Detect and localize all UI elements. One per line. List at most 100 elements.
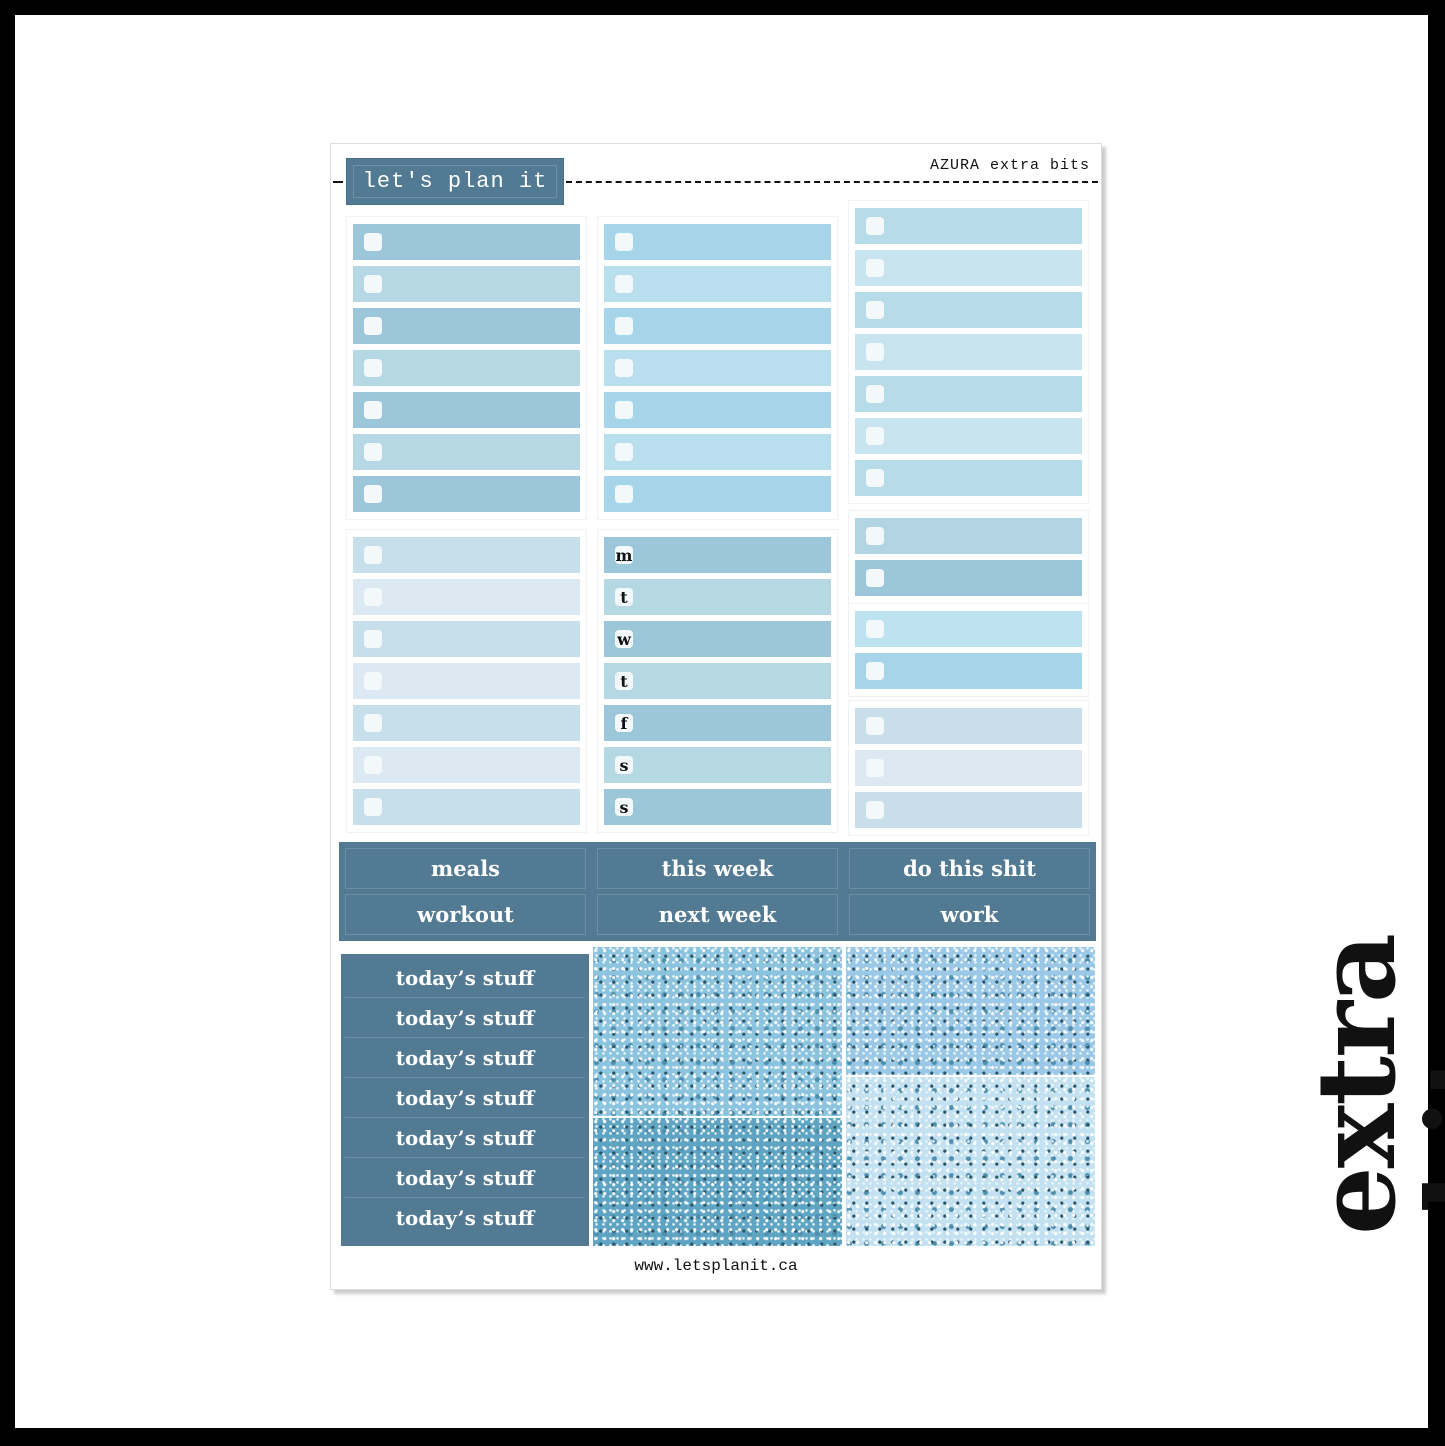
checkbox-icon <box>364 401 382 419</box>
todays-stuff-label[interactable]: today’s stuff <box>395 1206 535 1230</box>
todays-stuff-label[interactable]: today’s stuff <box>345 958 585 998</box>
checklist-row-sticker[interactable]: w <box>604 621 831 657</box>
checkbox-icon <box>615 401 633 419</box>
checkbox-icon <box>866 801 884 819</box>
checklist-row-sticker[interactable] <box>855 750 1082 786</box>
checklist-row-sticker[interactable]: s <box>604 789 831 825</box>
checkbox-icon <box>615 275 633 293</box>
todays-stuff-label[interactable]: today’s stuff <box>345 1078 585 1118</box>
todays-stuff-label[interactable]: today’s stuff <box>345 1118 585 1158</box>
checklist-row-sticker[interactable] <box>604 308 831 344</box>
header-tab: let's plan it <box>346 158 564 205</box>
checklist-row-sticker[interactable] <box>353 308 580 344</box>
checklist-row-sticker[interactable] <box>604 476 831 512</box>
sheet-title: AZURA extra bits <box>929 157 1090 174</box>
checkbox-icon <box>866 259 884 277</box>
checklist-row-sticker[interactable] <box>353 434 580 470</box>
checkbox-icon <box>364 630 382 648</box>
footer-url: www.letsplanit.ca <box>634 1257 798 1275</box>
checklist-row-sticker[interactable] <box>353 579 580 615</box>
label-sticker[interactable]: meals <box>345 848 586 889</box>
label-sticker[interactable]: work <box>849 894 1090 935</box>
checklist-row-sticker[interactable] <box>855 518 1082 554</box>
checklist-row-sticker[interactable] <box>353 705 580 741</box>
glitter-sticker[interactable] <box>846 1077 1095 1246</box>
checklist-row-sticker[interactable] <box>604 434 831 470</box>
checklist-row-sticker[interactable] <box>855 560 1082 596</box>
label-sticker[interactable]: this week <box>597 848 838 889</box>
checklist-row-sticker[interactable] <box>855 376 1082 412</box>
checkbox-icon <box>364 233 382 251</box>
checklist-row-sticker[interactable] <box>353 747 580 783</box>
todays-stuff-label[interactable]: today’s stuff <box>345 1038 585 1078</box>
checklist-row-sticker[interactable] <box>855 334 1082 370</box>
checkbox-icon <box>364 443 382 461</box>
label-sticker[interactable]: do this shit <box>849 848 1090 889</box>
checklist-row-sticker[interactable] <box>855 208 1082 244</box>
checklist-row-sticker[interactable] <box>855 418 1082 454</box>
checkbox-icon <box>364 672 382 690</box>
checklist-row-sticker[interactable] <box>353 621 580 657</box>
checklist-row-sticker[interactable] <box>855 250 1082 286</box>
cut-line <box>566 181 1098 183</box>
checklist-row-sticker[interactable] <box>604 350 831 386</box>
checklist-row-sticker[interactable] <box>855 708 1082 744</box>
day-letter: m <box>615 545 633 565</box>
checklist-row-sticker[interactable]: m <box>604 537 831 573</box>
checklist-row-sticker[interactable] <box>855 460 1082 496</box>
checkbox-icon <box>615 443 633 461</box>
checklist-row-sticker[interactable] <box>353 224 580 260</box>
checklist-row-sticker[interactable] <box>353 537 580 573</box>
checklist-row-sticker[interactable] <box>353 392 580 428</box>
day-letter: s <box>615 756 633 775</box>
checklist-row-sticker[interactable]: t <box>604 663 831 699</box>
header-tab-label: let's plan it <box>353 165 557 198</box>
checklist-row-sticker[interactable] <box>604 266 831 302</box>
label-sticker[interactable]: next week <box>597 894 838 935</box>
glitter-sticker[interactable] <box>593 947 842 1116</box>
checklist-row-sticker[interactable] <box>855 611 1082 647</box>
checkbox-icon <box>866 385 884 403</box>
checkbox-icon <box>866 217 884 235</box>
checkbox-icon <box>615 317 633 335</box>
day-letter: s <box>615 798 633 817</box>
label-sticker[interactable]: workout <box>345 894 586 935</box>
checklist-row-sticker[interactable]: f <box>604 705 831 741</box>
checklist-row-sticker[interactable] <box>353 789 580 825</box>
checklist-row-sticker[interactable]: t <box>604 579 831 615</box>
checkbox-icon <box>364 317 382 335</box>
checkbox-icon <box>615 359 633 377</box>
glitter-sticker[interactable] <box>593 1118 842 1246</box>
checklist-row-sticker[interactable] <box>353 476 580 512</box>
checkbox-icon <box>866 527 884 545</box>
todays-stuff-label[interactable]: today’s stuff <box>345 1158 585 1198</box>
checklist-row-sticker[interactable]: s <box>604 747 831 783</box>
checkbox-icon <box>615 233 633 251</box>
checkbox-icon <box>866 343 884 361</box>
checklist-row-sticker[interactable] <box>855 292 1082 328</box>
checkbox-icon <box>364 714 382 732</box>
checkbox-icon <box>364 485 382 503</box>
day-letter: t <box>615 672 633 691</box>
checkbox-icon <box>866 717 884 735</box>
checkbox-icon <box>866 469 884 487</box>
checklist-row-sticker[interactable] <box>353 350 580 386</box>
checkbox-icon <box>866 620 884 638</box>
checkbox-icon <box>866 662 884 680</box>
glitter-sticker[interactable] <box>846 947 1095 1075</box>
day-letter: w <box>615 630 633 649</box>
todays-stuff-label[interactable]: today’s stuff <box>345 998 585 1038</box>
checkbox-icon <box>866 301 884 319</box>
checklist-row-sticker[interactable] <box>604 224 831 260</box>
checkbox-icon <box>866 569 884 587</box>
cut-line <box>333 181 343 183</box>
checklist-row-sticker[interactable] <box>855 653 1082 689</box>
checkbox-icon <box>364 798 382 816</box>
checkbox-icon <box>866 427 884 445</box>
label-band: meals this week do this shit workout nex… <box>339 842 1096 941</box>
checklist-row-sticker[interactable] <box>353 266 580 302</box>
checklist-row-sticker[interactable] <box>855 792 1082 828</box>
side-title: extra bits. <box>1294 935 1445 1235</box>
checklist-row-sticker[interactable] <box>353 663 580 699</box>
checklist-row-sticker[interactable] <box>604 392 831 428</box>
